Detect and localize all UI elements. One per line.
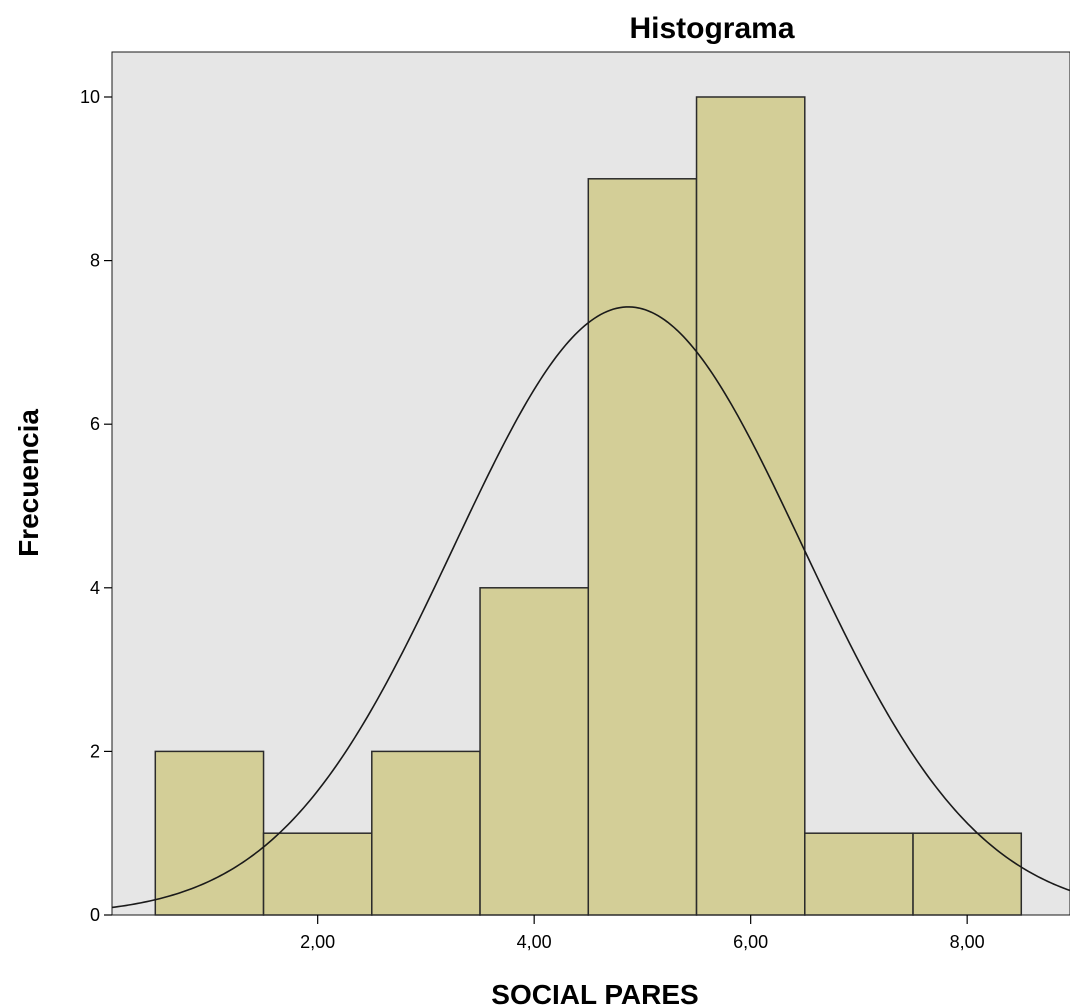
x-tick-label: 2,00 (300, 932, 335, 952)
x-axis-label: SOCIAL PARES (491, 979, 698, 1007)
y-axis-label: Frecuencia (13, 409, 44, 557)
y-tick-label: 10 (80, 87, 100, 107)
y-tick-label: 8 (90, 251, 100, 271)
x-tick-label: 4,00 (517, 932, 552, 952)
bars-group (154, 96, 1023, 916)
histogram-bar (479, 587, 590, 916)
x-tick-label: 8,00 (950, 932, 985, 952)
histogram-bar (912, 832, 1023, 916)
x-tick-label: 6,00 (733, 932, 768, 952)
histogram-bar (154, 750, 265, 916)
histogram-bar (371, 750, 481, 916)
histogram-bar (804, 832, 914, 916)
y-axis: 0 2 4 6 8 10 (80, 87, 112, 925)
histogram-bar (262, 832, 373, 916)
y-tick-label: 2 (90, 741, 100, 761)
y-tick-label: 4 (90, 578, 100, 598)
normal-curve (111, 306, 1070, 909)
histogram-bar (695, 96, 806, 916)
histogram-bar (587, 178, 698, 916)
y-tick-label: 0 (90, 905, 100, 925)
chart-title: Histograma (629, 12, 794, 45)
x-axis: 2,00 4,00 6,00 8,00 (300, 915, 985, 952)
y-tick-label: 6 (90, 414, 100, 434)
